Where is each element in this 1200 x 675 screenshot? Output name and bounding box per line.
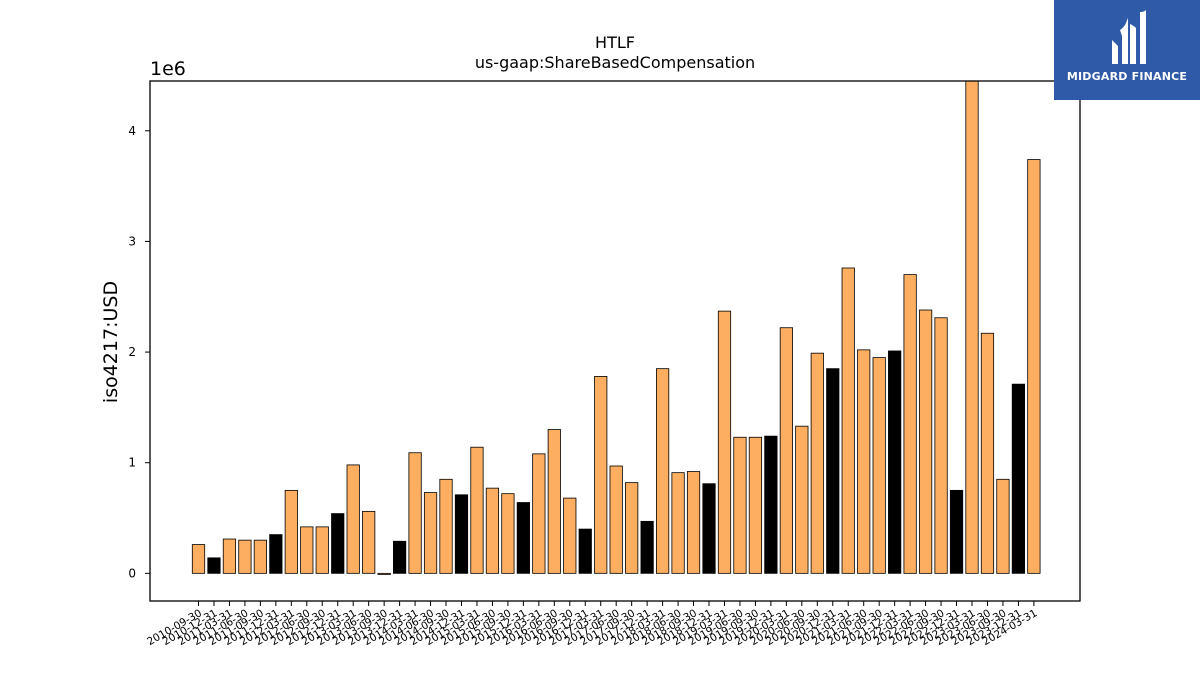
bar xyxy=(331,513,345,574)
bar xyxy=(841,267,855,574)
y-tick-label: 4 xyxy=(128,124,136,138)
bar xyxy=(516,502,530,574)
bar xyxy=(532,453,546,574)
bar xyxy=(857,349,871,574)
y-offset-label: 1e6 xyxy=(150,58,186,80)
bar xyxy=(408,452,422,574)
bar xyxy=(439,478,453,574)
y-axis-label: iso4217:USD xyxy=(100,281,122,403)
bar xyxy=(485,487,500,574)
bar xyxy=(315,526,329,574)
bar xyxy=(795,425,809,574)
bar xyxy=(346,464,360,574)
midgard-finance-logo: MIDGARD FINANCE xyxy=(1054,0,1200,100)
bar xyxy=(980,332,995,574)
bar xyxy=(965,80,979,574)
bar xyxy=(779,327,793,574)
bar xyxy=(238,539,252,574)
bar xyxy=(733,436,747,574)
y-tick-label: 0 xyxy=(128,566,136,580)
bar xyxy=(918,309,933,574)
bar xyxy=(501,493,515,574)
bar xyxy=(826,368,840,574)
bar xyxy=(253,539,267,574)
bar xyxy=(563,497,577,574)
bar xyxy=(903,274,917,574)
bar xyxy=(656,368,670,574)
chart-title: HTLF xyxy=(595,33,635,52)
bar xyxy=(454,494,469,574)
bar xyxy=(640,520,654,574)
bar xyxy=(578,528,592,574)
bar xyxy=(934,317,948,574)
bar xyxy=(609,465,623,574)
x-ticks: 2010-09-302010-12-312011-03-312011-06-30… xyxy=(145,601,1039,648)
bar xyxy=(686,471,701,574)
chart-subtitle: us-gaap:ShareBasedCompensation xyxy=(475,53,755,72)
bar xyxy=(872,357,886,574)
plot-frame xyxy=(149,80,1081,602)
bar xyxy=(1011,383,1026,574)
bar xyxy=(717,310,732,574)
y-tick-label: 3 xyxy=(128,234,136,248)
logo-text: MIDGARD FINANCE xyxy=(1066,70,1188,83)
bar xyxy=(284,489,298,574)
bar xyxy=(191,544,206,574)
bar xyxy=(377,572,391,575)
bar xyxy=(423,492,438,574)
bar xyxy=(222,538,237,574)
bar xyxy=(702,483,716,574)
bar xyxy=(949,489,964,574)
bar xyxy=(362,510,376,574)
bar xyxy=(1027,159,1041,574)
bar xyxy=(764,435,778,574)
bar xyxy=(470,446,484,574)
bar xyxy=(393,540,407,574)
bar xyxy=(671,472,685,574)
y-tick-label: 1 xyxy=(128,456,136,470)
midgard-logo-icon xyxy=(1112,10,1146,64)
bar xyxy=(888,350,902,574)
bar xyxy=(207,557,221,574)
bar xyxy=(269,534,283,574)
y-ticks: 0 1 2 3 4 xyxy=(128,124,150,580)
bar xyxy=(547,429,561,574)
bar xyxy=(810,352,824,574)
bars-layer xyxy=(191,80,1041,575)
bar xyxy=(300,526,314,574)
bar xyxy=(594,375,608,574)
bar xyxy=(996,478,1010,574)
y-tick-label: 2 xyxy=(128,345,136,359)
bar xyxy=(625,482,639,574)
bar xyxy=(748,436,763,574)
